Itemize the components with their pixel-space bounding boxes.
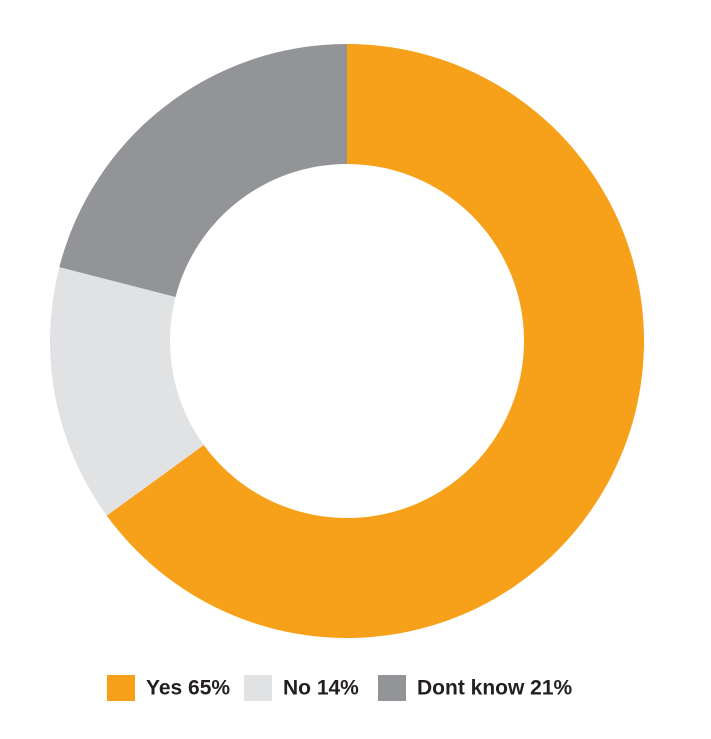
legend-swatch [378, 675, 406, 701]
legend-label: Dont know 21% [417, 677, 573, 700]
donut-segment [106, 44, 645, 639]
legend-label: No 14% [283, 677, 359, 700]
donut-segment [59, 44, 347, 297]
legend-swatch [244, 675, 272, 701]
legend-label: Yes 65% [146, 677, 230, 700]
donut-segment [50, 267, 204, 516]
legend-swatch [107, 675, 135, 701]
